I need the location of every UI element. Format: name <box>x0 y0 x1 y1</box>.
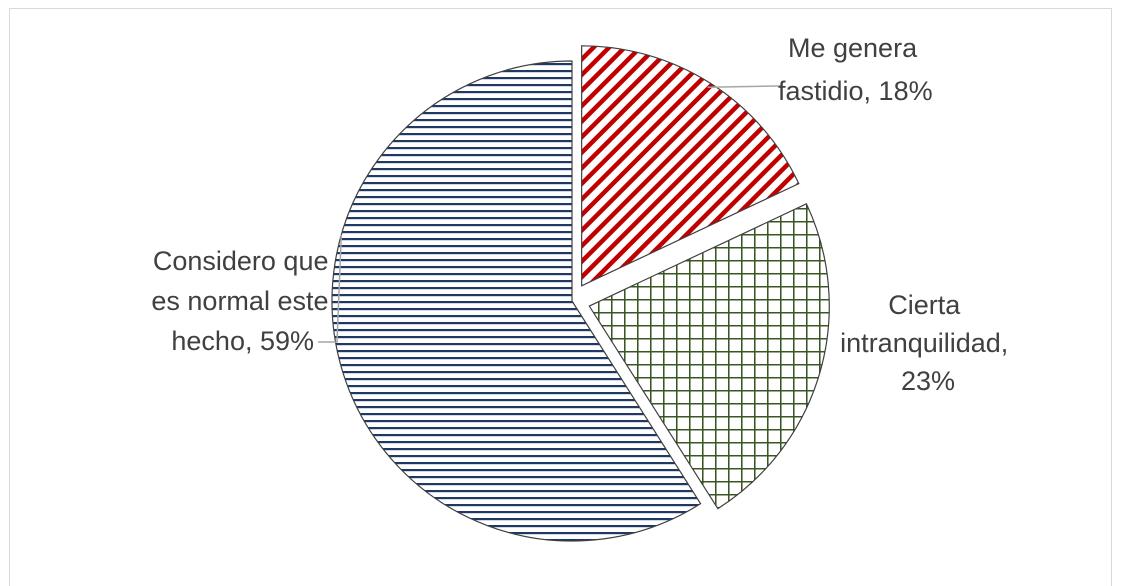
label-line: es normal este <box>151 286 328 316</box>
pie-slice-cierta-intranquilidad <box>588 203 830 510</box>
leader-line-considero-normal <box>318 234 343 343</box>
slice-label-cierta-intranquilidad: Cierta intranquilidad, 23% <box>840 290 1016 396</box>
slice-label-considero-normal: Considero que es normal este hecho, 59% <box>151 246 336 356</box>
pie-slice-me-genera-fastidio <box>581 45 800 287</box>
slice-label-me-genera-fastidio: Me genera fastidio, 18% <box>778 33 933 106</box>
leader-line-me-genera-fastidio <box>707 85 782 88</box>
label-line: fastidio, 18% <box>778 76 933 106</box>
label-line: Cierta <box>888 290 961 320</box>
label-line: hecho, 59% <box>171 326 314 356</box>
label-line: intranquilidad, <box>840 328 1008 358</box>
label-line: Me genera <box>788 33 918 63</box>
label-line: Considero que <box>153 246 329 276</box>
pie-slice-considero-que-es-normal-este-hecho <box>331 60 702 542</box>
label-line: 23% <box>901 366 955 396</box>
